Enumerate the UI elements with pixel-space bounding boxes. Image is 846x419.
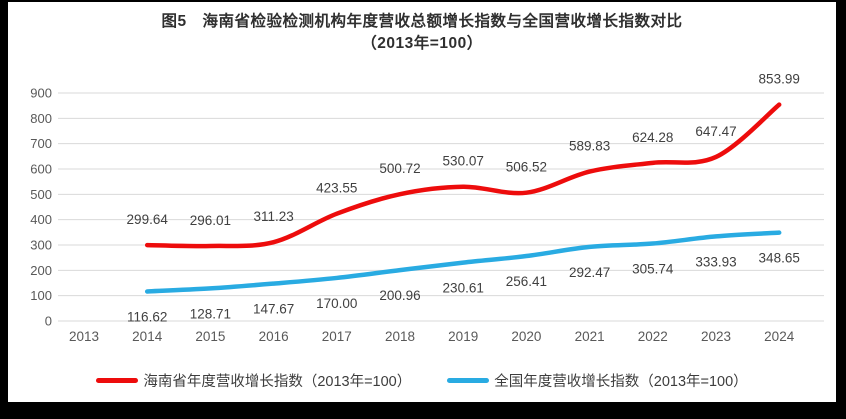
chart-canvas: 图5 海南省检验检测机构年度营收总额增长指数与全国营收增长指数对比 （2013年… (8, 2, 836, 402)
y-axis-tick-label: 300 (30, 238, 52, 253)
x-axis-tick-label: 2023 (701, 329, 731, 344)
series-line-1 (144, 230, 782, 294)
data-label: 853.99 (759, 72, 800, 87)
x-axis-tick-label: 2013 (69, 329, 99, 344)
data-label: 256.41 (506, 274, 547, 289)
data-label: 333.93 (695, 254, 736, 269)
legend-line-swatch-red-icon (96, 378, 139, 383)
chart-title-line2: （2013年=100） (361, 35, 483, 52)
legend-label-national: 全国年度营收增长指数（2013年=100） (494, 374, 748, 390)
data-label: 423.55 (316, 181, 357, 196)
data-label: 296.01 (190, 213, 231, 228)
chart-title-line1: 图5 海南省检验检测机构年度营收总额增长指数与全国营收增长指数对比 (161, 13, 683, 30)
data-label: 624.28 (632, 130, 673, 145)
x-axis-tick-label: 2022 (638, 329, 668, 344)
x-axis-tick-label: 2021 (575, 329, 605, 344)
x-axis-tick-label: 2015 (195, 329, 225, 344)
y-axis-tick-label: 700 (30, 136, 52, 151)
y-axis-tick-label: 400 (30, 212, 52, 227)
data-label: 311.23 (253, 209, 293, 224)
data-label: 147.67 (253, 302, 294, 317)
legend-line-swatch-blue-icon (447, 378, 490, 383)
y-axis-tick-label: 900 (30, 86, 52, 101)
data-label: 299.64 (127, 212, 169, 227)
data-label: 230.61 (443, 281, 484, 296)
data-label: 200.96 (379, 288, 420, 303)
data-label: 128.71 (190, 306, 231, 321)
y-axis-tick-label: 800 (30, 111, 52, 126)
data-label: 647.47 (695, 124, 736, 139)
data-label: 116.62 (127, 309, 167, 324)
legend-label-hainan: 海南省年度营收增长指数（2013年=100） (143, 374, 412, 390)
data-label: 506.52 (506, 160, 547, 175)
series-line-0 (144, 102, 782, 249)
data-label: 170.00 (316, 296, 357, 311)
x-axis-tick-label: 2019 (448, 329, 478, 344)
line-chart-plot-area: 0 100 200 300 400 500 600 700 800 900 2013 2014 2015… (30, 72, 824, 344)
x-axis-tick-label: 2018 (385, 329, 415, 344)
data-label: 348.65 (759, 251, 800, 266)
data-label: 530.07 (443, 154, 484, 169)
data-label: 500.72 (379, 161, 420, 176)
chart-title: 图5 海南省检验检测机构年度营收总额增长指数与全国营收增长指数对比 （2013年… (8, 11, 836, 55)
y-axis-tick-label: 100 (30, 288, 52, 303)
legend-item-national: 全国年度营收增长指数（2013年=100） (447, 370, 748, 391)
x-axis-tick-label: 2017 (322, 329, 352, 344)
data-label: 292.47 (569, 265, 610, 280)
y-axis-tick-label: 200 (30, 263, 52, 278)
data-label: 305.74 (632, 262, 674, 277)
y-axis-tick-label: 500 (30, 187, 52, 202)
x-axis-tick-label: 2016 (259, 329, 289, 344)
y-axis-tick-label: 600 (30, 162, 52, 177)
x-axis-tick-label: 2024 (764, 329, 795, 344)
legend-item-hainan: 海南省年度营收增长指数（2013年=100） (96, 370, 411, 391)
x-axis-tick-label: 2014 (132, 329, 163, 344)
x-axis-tick-label: 2020 (511, 329, 541, 344)
chart-legend: 海南省年度营收增长指数（2013年=100） 全国年度营收增长指数（2013年=… (8, 370, 836, 391)
y-axis-tick-label: 0 (45, 314, 52, 329)
data-label: 589.83 (569, 139, 610, 154)
